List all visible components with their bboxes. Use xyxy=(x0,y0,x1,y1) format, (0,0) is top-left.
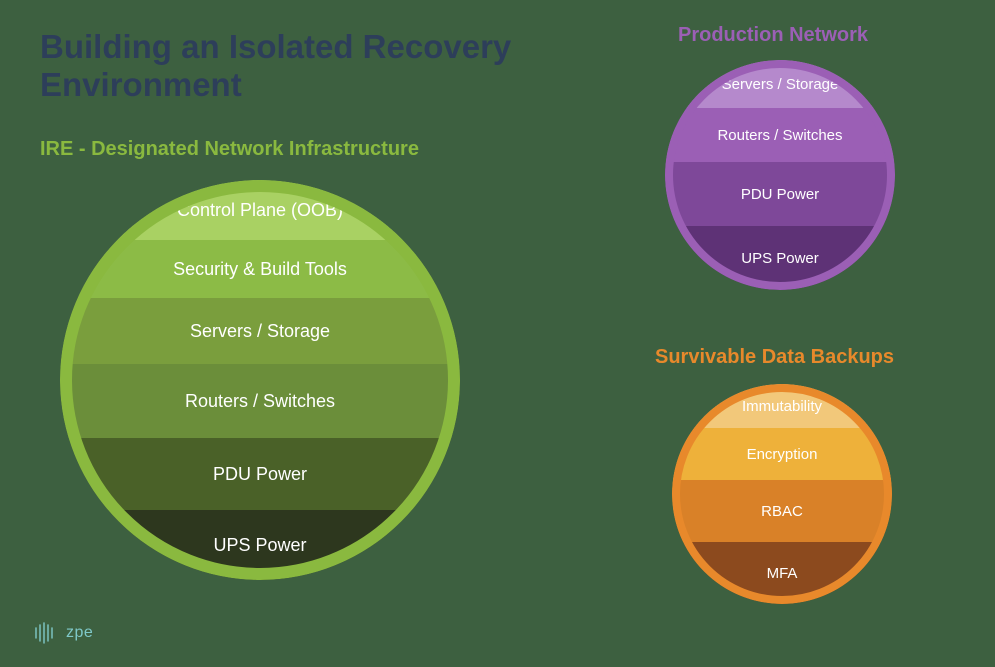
production-circle: Servers / StorageRouters / SwitchesPDU P… xyxy=(665,60,895,290)
backups-stripe-1: Encryption xyxy=(672,428,892,480)
backups-circle: ImmutabilityEncryptionRBACMFA xyxy=(672,384,892,604)
production-subtitle: Production Network xyxy=(678,24,868,47)
production-stripe-2: PDU Power xyxy=(665,162,895,226)
zpe-logo-icon xyxy=(30,619,58,647)
ire-stripe-5: UPS Power xyxy=(60,510,460,580)
backups-stripe-3: MFA xyxy=(672,542,892,604)
backups-subtitle: Survivable Data Backups xyxy=(655,346,894,369)
production-stripe-1: Routers / Switches xyxy=(665,108,895,162)
production-stripe-0: Servers / Storage xyxy=(665,60,895,108)
ire-subtitle: IRE - Designated Network Infrastructure xyxy=(40,138,419,161)
ire-stripe-2: Servers / Storage xyxy=(60,298,460,364)
production-stripe-3: UPS Power xyxy=(665,226,895,290)
ire-circle: Control Plane (OOB)Security & Build Tool… xyxy=(60,180,460,580)
backups-stripe-2: RBAC xyxy=(672,480,892,542)
zpe-logo: zpe xyxy=(30,619,93,647)
backups-stripe-0: Immutability xyxy=(672,384,892,428)
ire-stripe-1: Security & Build Tools xyxy=(60,240,460,298)
ire-stripe-0: Control Plane (OOB) xyxy=(60,180,460,240)
ire-stripe-3: Routers / Switches xyxy=(60,364,460,438)
ire-stripe-4: PDU Power xyxy=(60,438,460,510)
main-title: Building an Isolated Recovery Environmen… xyxy=(40,28,580,104)
zpe-logo-text: zpe xyxy=(66,624,93,642)
